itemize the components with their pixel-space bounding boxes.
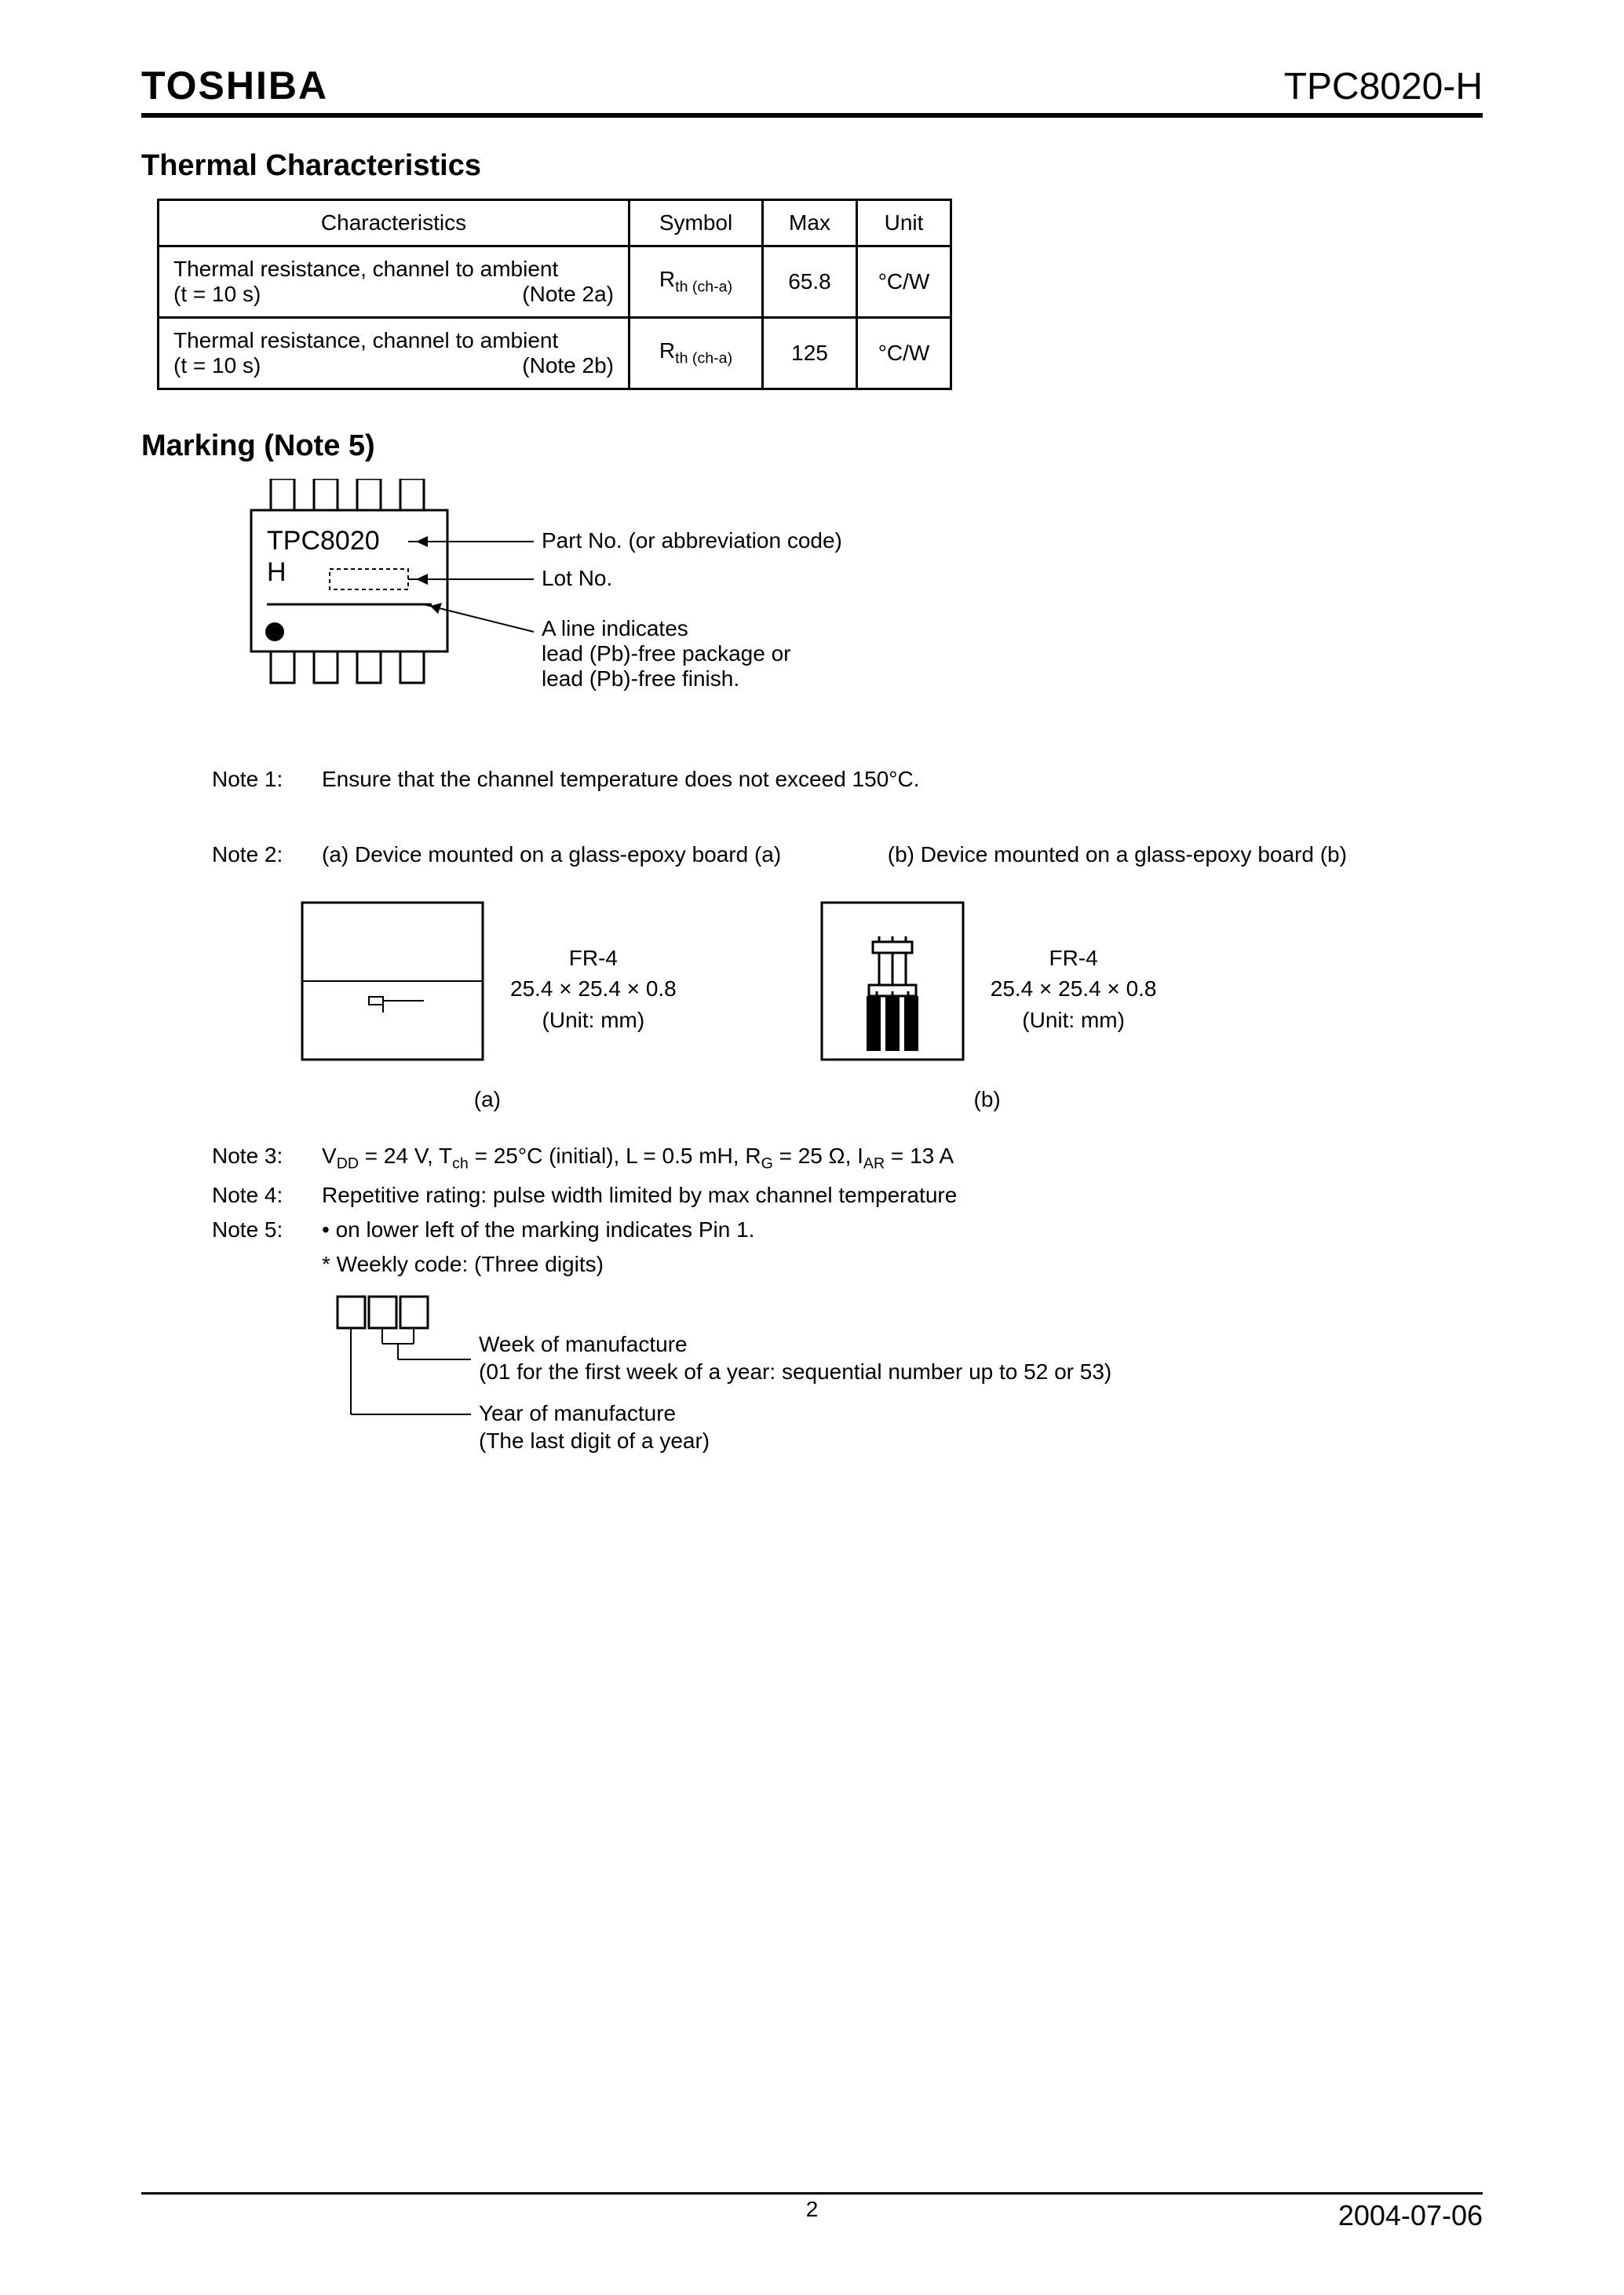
char-text: Thermal resistance, channel to ambient [173, 328, 614, 353]
svg-text:Part No. (or abbreviation code: Part No. (or abbreviation code) [542, 528, 842, 553]
weekly-code-diagram: Week of manufacture (01 for the first we… [330, 1293, 1483, 1471]
svg-text:Year of manufacture: Year of manufacture [479, 1401, 676, 1425]
note-label: Note 4: [212, 1183, 322, 1208]
board-b-caption: (b) [818, 1087, 1157, 1112]
marking-section-title: Marking (Note 5) [141, 429, 1483, 463]
th-characteristics: Characteristics [159, 200, 630, 246]
note-label: Note 3: [212, 1144, 322, 1173]
unit-cell: °C/W [857, 246, 951, 318]
char-note: (Note 2a) [522, 282, 614, 307]
board-a-diagram [298, 899, 487, 1079]
page-footer: 2004-07-06 2 [141, 2192, 1483, 2232]
table-row: Thermal resistance, channel to ambient (… [159, 318, 951, 389]
note-label: Note 5: [212, 1217, 322, 1242]
char-time: (t = 10 s) [173, 353, 261, 378]
note2a-text: (a) Device mounted on a glass-epoxy boar… [322, 842, 781, 867]
max-cell: 125 [763, 318, 857, 389]
board-b-info: FR-4 25.4 × 25.4 × 0.8 (Unit: mm) [991, 943, 1157, 1035]
toshiba-logo: TOSHIBA [141, 63, 328, 108]
note-2: Note 2: (a) Device mounted on a glass-ep… [212, 842, 1483, 867]
th-symbol: Symbol [630, 200, 763, 246]
max-cell: 65.8 [763, 246, 857, 318]
board-a-info: FR-4 25.4 × 25.4 × 0.8 (Unit: mm) [510, 943, 677, 1035]
symbol-cell: Rth (ch-a) [630, 318, 763, 389]
note-body: (a) Device mounted on a glass-epoxy boar… [322, 842, 1483, 867]
note-label: Note 2: [212, 842, 322, 867]
svg-text:Lot No.: Lot No. [542, 566, 612, 590]
svg-text:lead (Pb)-free package or: lead (Pb)-free package or [542, 641, 791, 666]
note-label: Note 1: [212, 767, 322, 792]
char-note: (Note 2b) [522, 353, 614, 378]
note-body: • on lower left of the marking indicates… [322, 1217, 1483, 1242]
th-unit: Unit [857, 200, 951, 246]
note2-boards: FR-4 25.4 × 25.4 × 0.8 (Unit: mm) (a) [298, 899, 1483, 1112]
th-max: Max [763, 200, 857, 246]
page-header: TOSHIBA TPC8020-H [141, 63, 1483, 118]
thermal-table: Characteristics Symbol Max Unit Thermal … [157, 199, 952, 390]
svg-text:A line indicates: A line indicates [542, 616, 688, 640]
board-b-diagram [818, 899, 967, 1079]
table-row: Thermal resistance, channel to ambient (… [159, 246, 951, 318]
note-4: Note 4: Repetitive rating: pulse width l… [212, 1183, 1483, 1208]
symbol-cell: Rth (ch-a) [630, 246, 763, 318]
marking-diagram: TPC8020 H Part No. (or abbreviation code… [235, 479, 1483, 735]
note-3: Note 3: VDD = 24 V, Tch = 25°C (initial)… [212, 1144, 1483, 1173]
svg-text:lead (Pb)-free finish.: lead (Pb)-free finish. [542, 666, 739, 691]
svg-text:H: H [267, 557, 286, 587]
note2b-text: (b) Device mounted on a glass-epoxy boar… [888, 842, 1347, 867]
char-time: (t = 10 s) [173, 282, 261, 307]
note-5: Note 5: • on lower left of the marking i… [212, 1217, 1483, 1242]
svg-text:Week of manufacture: Week of manufacture [479, 1332, 688, 1356]
footer-page: 2 [806, 2197, 819, 2221]
char-text: Thermal resistance, channel to ambient [173, 257, 614, 282]
part-number: TPC8020-H [1284, 65, 1483, 108]
note-body: Repetitive rating: pulse width limited b… [322, 1183, 1483, 1208]
thermal-section-title: Thermal Characteristics [141, 149, 1483, 183]
svg-text:(01 for the first week of a ye: (01 for the first week of a year: sequen… [479, 1359, 1111, 1384]
unit-cell: °C/W [857, 318, 951, 389]
board-a-caption: (a) [298, 1087, 677, 1112]
note-1: Note 1: Ensure that the channel temperat… [212, 767, 1483, 792]
note-body: Ensure that the channel temperature does… [322, 767, 1483, 792]
svg-text:TPC8020: TPC8020 [267, 526, 380, 556]
note5-weekly: * Weekly code: (Three digits) [322, 1252, 1483, 1277]
svg-text:(The last digit of a year): (The last digit of a year) [479, 1428, 710, 1453]
note-body: VDD = 24 V, Tch = 25°C (initial), L = 0.… [322, 1144, 1483, 1173]
